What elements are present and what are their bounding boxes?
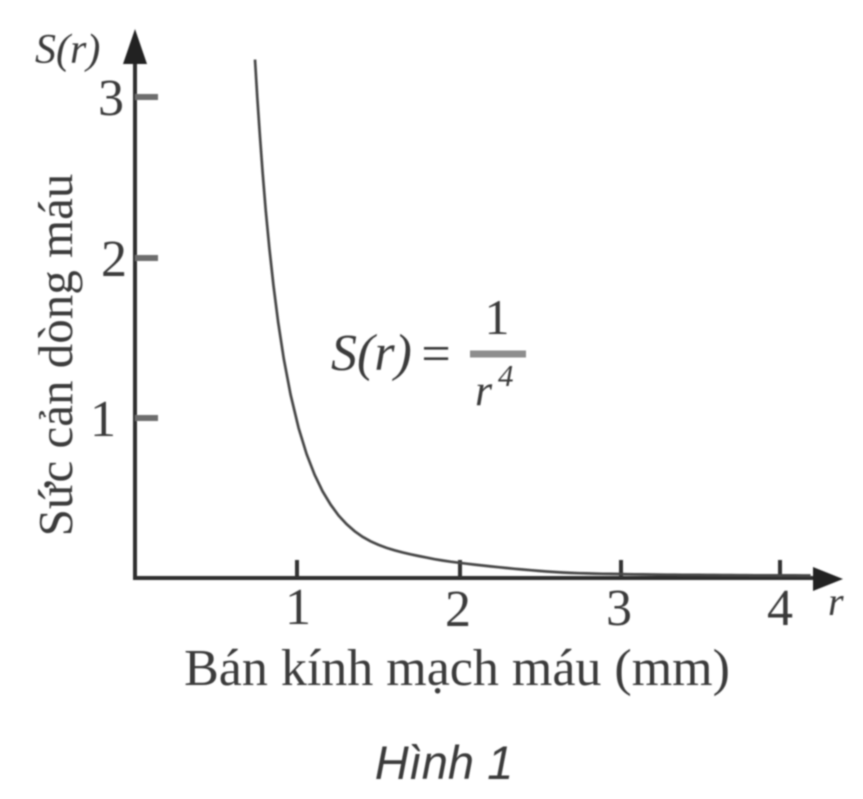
svg-text:2: 2 xyxy=(445,581,471,638)
svg-text:4: 4 xyxy=(498,358,514,393)
svg-text:r: r xyxy=(828,579,844,624)
svg-text:1: 1 xyxy=(285,579,311,636)
svg-text:Bán kính mạch máu (mm): Bán kính mạch máu (mm) xyxy=(184,640,730,697)
svg-text:3: 3 xyxy=(606,580,632,637)
svg-text:r: r xyxy=(475,366,493,415)
svg-text:S(r): S(r) xyxy=(35,27,100,73)
svg-text:3: 3 xyxy=(98,70,124,127)
svg-text:=: = xyxy=(421,326,450,383)
svg-text:S(r): S(r) xyxy=(331,325,412,382)
svg-text:1: 1 xyxy=(485,289,510,345)
svg-text:2: 2 xyxy=(101,231,127,288)
svg-text:1: 1 xyxy=(90,391,116,448)
svg-text:Hình 1: Hình 1 xyxy=(375,736,513,789)
svg-text:Sức cản dòng máu: Sức cản dòng máu xyxy=(28,174,83,537)
svg-text:4: 4 xyxy=(767,580,793,637)
